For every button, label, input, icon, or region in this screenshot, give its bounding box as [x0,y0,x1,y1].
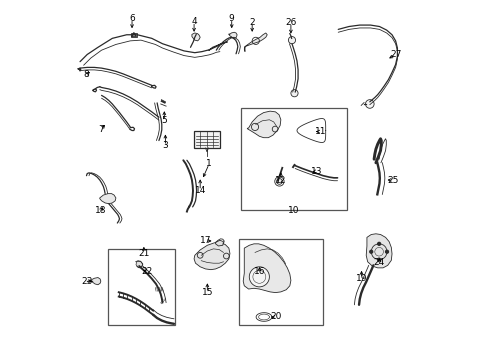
Polygon shape [100,194,116,204]
Text: 25: 25 [387,176,398,185]
Bar [194,131,220,148]
Text: 10: 10 [288,206,299,215]
Text: 2: 2 [249,18,255,27]
Text: 11: 11 [315,127,326,136]
Text: 3: 3 [163,141,168,150]
Text: 8: 8 [84,70,89,79]
FancyBboxPatch shape [131,33,137,37]
Text: 20: 20 [270,312,282,321]
Polygon shape [136,261,143,267]
Circle shape [276,179,282,184]
Polygon shape [243,244,291,293]
Polygon shape [216,240,223,246]
Text: 17: 17 [200,237,211,246]
Circle shape [366,100,374,108]
Circle shape [249,267,270,287]
Text: 15: 15 [201,288,213,297]
Text: 5: 5 [161,116,167,125]
Text: 23: 23 [81,276,93,285]
Circle shape [378,242,381,245]
Circle shape [378,258,381,261]
Text: 7: 7 [98,125,104,134]
Bar [242,108,347,211]
Text: 24: 24 [374,258,385,267]
Text: 12: 12 [275,176,287,185]
Polygon shape [245,33,267,51]
Text: 9: 9 [229,14,235,23]
Text: 13: 13 [311,167,322,176]
Text: 22: 22 [142,267,153,276]
Text: 16: 16 [254,267,265,276]
Polygon shape [192,33,200,41]
Polygon shape [247,111,281,138]
Text: 14: 14 [195,186,206,195]
Text: 1: 1 [206,159,212,168]
Text: 19: 19 [356,274,368,283]
Circle shape [386,250,389,253]
Polygon shape [366,234,392,268]
Polygon shape [194,243,230,270]
Text: 26: 26 [285,18,296,27]
Text: 21: 21 [138,249,149,258]
Circle shape [291,90,298,97]
Circle shape [370,250,373,253]
Polygon shape [229,32,237,39]
Text: 4: 4 [191,17,197,26]
Bar [239,239,323,325]
Text: 27: 27 [390,50,401,59]
Text: 6: 6 [129,14,135,23]
Circle shape [289,37,295,44]
Polygon shape [92,278,101,285]
Text: 18: 18 [95,206,106,215]
Bar [108,249,175,325]
